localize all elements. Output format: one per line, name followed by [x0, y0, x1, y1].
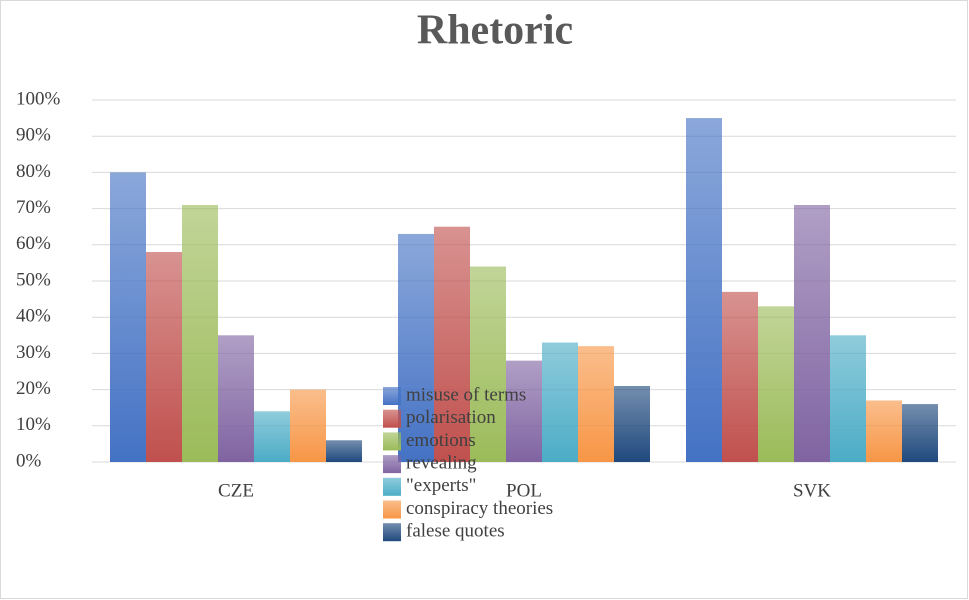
bar: [506, 360, 542, 462]
bar: [182, 204, 218, 463]
y-tick-label: 70%: [16, 197, 51, 218]
bar: [614, 385, 650, 462]
legend-swatch: [383, 432, 401, 451]
legend-label: polarisation: [406, 407, 496, 428]
bar: [758, 306, 794, 462]
legend-swatch: [383, 523, 401, 542]
bar: [146, 252, 182, 462]
bar: [434, 226, 470, 462]
x-tick-label: CZE: [218, 480, 254, 501]
y-tick-label: 90%: [16, 125, 51, 146]
bar: [686, 118, 722, 462]
legend-swatch: [383, 409, 401, 428]
x-tick-label: POL: [506, 480, 542, 501]
bar: [866, 400, 902, 462]
bar: [110, 172, 146, 462]
x-tick-label: SVK: [793, 480, 831, 501]
legend-label: revealing: [406, 452, 477, 473]
bar: [290, 389, 326, 462]
y-tick-label: 50%: [16, 269, 51, 290]
legend-label: misuse of terms: [406, 384, 526, 405]
bar: [794, 204, 830, 463]
chart-title: Rhetoric: [417, 8, 573, 54]
bar: [902, 404, 938, 462]
y-tick-label: 10%: [16, 414, 51, 435]
y-tick-label: 0%: [16, 450, 42, 471]
y-tick-label: 40%: [16, 306, 51, 327]
y-tick-label: 30%: [16, 342, 51, 363]
bar: [326, 440, 362, 462]
bar: [578, 346, 614, 462]
y-tick-label: 60%: [16, 233, 51, 254]
legend-swatch: [383, 500, 401, 519]
y-tick-label: 80%: [16, 161, 51, 182]
legend-label: conspiracy theories: [406, 498, 553, 519]
bar: [254, 411, 290, 462]
legend-swatch: [383, 477, 401, 496]
bar: [542, 342, 578, 462]
legend-label: "experts": [406, 475, 476, 496]
bar: [722, 291, 758, 462]
legend-label: falese quotes: [406, 521, 505, 542]
bar: [830, 335, 866, 462]
bar: [470, 266, 506, 462]
legend-swatch: [383, 387, 401, 405]
legend-swatch: [383, 455, 401, 474]
legend-label: emotions: [406, 430, 476, 451]
bar: [218, 335, 254, 462]
y-tick-label: 100%: [16, 88, 61, 109]
y-tick-label: 20%: [16, 378, 51, 399]
bar: [398, 233, 434, 462]
